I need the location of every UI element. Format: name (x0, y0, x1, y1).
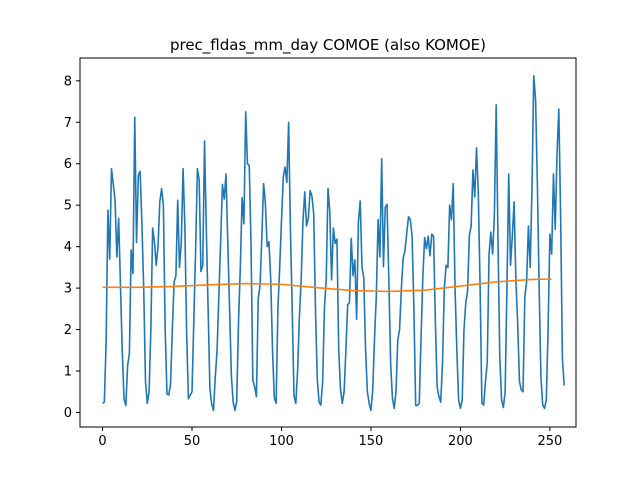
chart-title: prec_fldas_mm_day COMOE (also KOMOE) (170, 36, 486, 55)
x-tick-label: 100 (269, 434, 294, 449)
x-tick-label: 250 (537, 434, 562, 449)
series-line-2 (102, 278, 552, 293)
series-layer (102, 75, 565, 412)
series-line-1 (102, 75, 565, 412)
x-tick-label: 0 (98, 434, 106, 449)
axes-frame (79, 57, 577, 428)
y-tick-label: 6 (64, 157, 72, 172)
y-tick-label: 8 (64, 74, 72, 89)
y-tick-label: 4 (64, 240, 72, 255)
y-tick-label: 2 (64, 323, 72, 338)
y-tick-label: 7 (64, 116, 72, 131)
x-tick-label: 50 (184, 434, 201, 449)
axes-layer: 0 50 100 150 200 250 0 1 2 3 4 5 6 7 8 (64, 57, 577, 449)
y-tick-label: 5 (64, 199, 72, 214)
x-tick-label: 200 (448, 434, 473, 449)
y-tick-label: 0 (64, 406, 72, 421)
y-tick-label: 3 (64, 282, 72, 297)
x-tick-label: 150 (359, 434, 384, 449)
y-tick-label: 1 (64, 365, 72, 380)
